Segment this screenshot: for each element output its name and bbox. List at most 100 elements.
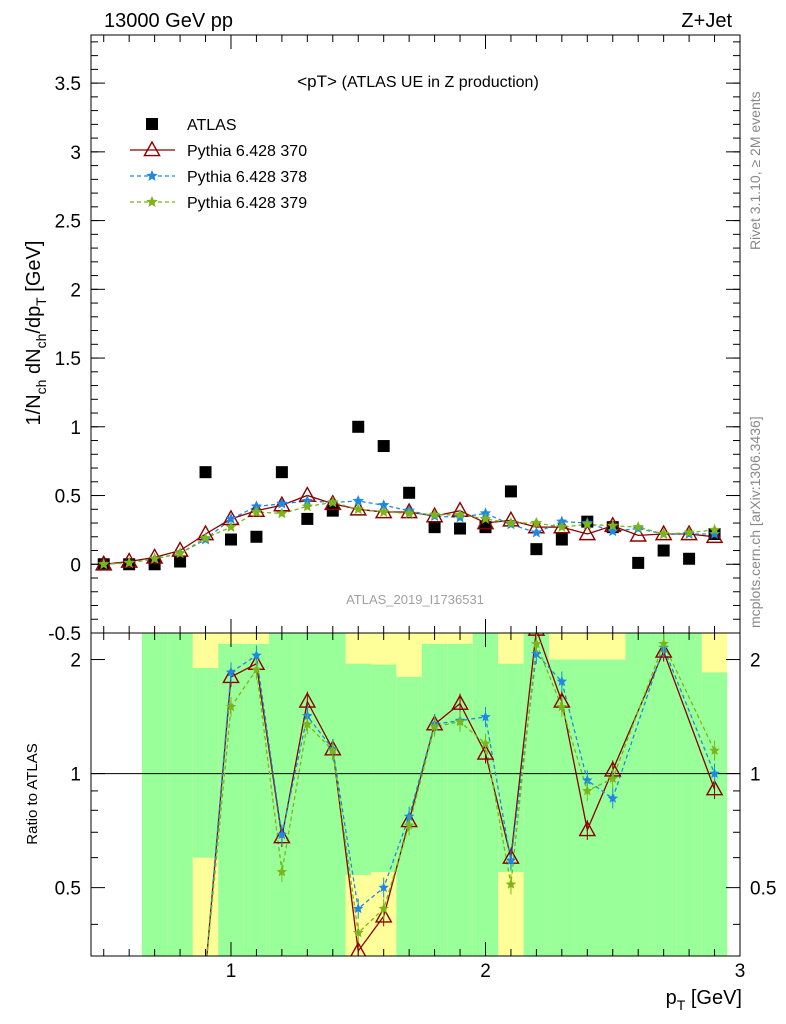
data-point-0 xyxy=(479,521,492,534)
main-ytick-label: -0.5 xyxy=(48,624,81,645)
main-panel: -0.5 0 0.5 1 1.5 2 2.5 3 3.5 <pT> (ATLAS UE in Z… xyxy=(23,34,741,645)
energy-label: 13000 GeV pp xyxy=(104,10,233,32)
ratio-point-1 xyxy=(225,666,237,677)
data-point-0 xyxy=(301,512,314,525)
uncertainty-band-inner xyxy=(294,633,321,956)
data-point-1 xyxy=(145,547,164,564)
uncertainty-band-inner xyxy=(320,633,346,956)
mcplots-label: mcplots.cern.ch [arXiv:1306.3436] xyxy=(747,416,763,628)
data-point-1 xyxy=(323,494,342,511)
data-point-3 xyxy=(148,552,161,564)
data-point-2 xyxy=(530,526,543,538)
main-axis-ticks: -0.5 0 0.5 1 1.5 2 2.5 3 3.5 xyxy=(48,35,741,645)
uncertainty-band-inner xyxy=(167,633,193,956)
ratio-point-1 xyxy=(480,711,491,722)
main-ytick-label: 2 xyxy=(70,280,81,301)
ratio-point-2 xyxy=(505,878,517,889)
main-ytick-label: 1.5 xyxy=(55,349,81,370)
data-point-0 xyxy=(504,485,517,498)
ratio-point-0 xyxy=(350,941,367,956)
legend-marker xyxy=(146,170,158,181)
data-point-3 xyxy=(428,508,441,520)
data-point-0 xyxy=(530,543,543,556)
ratio-point-1 xyxy=(200,966,211,976)
uncertainty-band-inner xyxy=(421,643,448,956)
data-point-3 xyxy=(225,521,237,532)
uncertainty-band-inner xyxy=(650,633,677,956)
data-point-2 xyxy=(276,497,288,509)
main-ytick-label: 3 xyxy=(70,143,81,164)
data-point-0 xyxy=(326,504,339,517)
data-point-3 xyxy=(581,518,593,530)
ratio-point-1 xyxy=(607,792,618,803)
uncertainty-band-inner xyxy=(218,643,244,956)
process-label: Z+Jet xyxy=(681,10,732,32)
ratio-point-2 xyxy=(582,785,593,796)
uncertainty-band-inner xyxy=(370,664,397,872)
ratio-point-2 xyxy=(276,866,288,877)
data-point-3 xyxy=(276,507,288,519)
data-point-0 xyxy=(250,530,263,543)
data-point-3 xyxy=(454,508,466,520)
uncertainty-band-inner xyxy=(600,659,626,956)
data-point-3 xyxy=(708,523,721,535)
ratio-ytick-label-right: 0.5 xyxy=(750,879,776,900)
legend: ATLAS Pythia 6.428 370 Pythia 6.428 378 Pyt… xyxy=(130,117,307,212)
data-point-2 xyxy=(352,495,364,506)
uncertainty-band-inner xyxy=(447,643,473,956)
data-point-0 xyxy=(657,544,670,557)
data-point-0 xyxy=(632,556,645,569)
uncertainty-band-inner xyxy=(243,643,270,956)
ratio-point-1 xyxy=(582,774,593,785)
ratio-point-0 xyxy=(476,744,495,760)
legend-marker xyxy=(143,140,161,157)
data-point-2 xyxy=(708,528,721,539)
ratio-point-2 xyxy=(454,716,466,727)
ratio-point-0 xyxy=(198,964,213,978)
ratio-ylabel: Ratio to ATLAS xyxy=(24,743,41,844)
data-point-0 xyxy=(199,466,212,479)
legend-label: Pythia 6.428 370 xyxy=(187,143,307,160)
data-point-2 xyxy=(378,499,390,510)
uncertainty-band-inner xyxy=(701,672,728,956)
uncertainty-band-inner xyxy=(192,667,219,858)
data-point-3 xyxy=(301,500,313,512)
ratio-point-2 xyxy=(327,745,338,755)
data-point-0 xyxy=(148,558,161,571)
legend-label: ATLAS xyxy=(187,117,237,134)
data-point-0 xyxy=(403,486,416,499)
uncertainty-band-inner xyxy=(574,659,601,956)
ratio-axis-ticks: 0.5 0.5 1 1 2 2 1 2 3 xyxy=(55,633,776,982)
ratio-point-1 xyxy=(378,882,389,893)
legend-label: Pythia 6.428 379 xyxy=(187,195,307,212)
ratio-point-1 xyxy=(709,768,720,778)
data-point-1 xyxy=(578,524,597,541)
uncertainty-band-inner xyxy=(472,633,499,956)
data-point-0 xyxy=(555,533,568,546)
main-series-layer xyxy=(94,420,724,571)
ratio-point-0 xyxy=(451,694,469,710)
data-point-3 xyxy=(199,532,212,543)
main-ylabel: 1/Nch dNch/dpT [GeV] xyxy=(23,241,49,426)
data-point-1 xyxy=(400,502,418,519)
uncertainty-band-inner xyxy=(523,633,550,956)
rivet-label: Rivet 3.1.10, ≥ 2M events xyxy=(747,91,763,250)
data-point-0 xyxy=(428,521,441,534)
data-point-1 xyxy=(629,525,647,542)
ratio-ytick-label-right: 1 xyxy=(750,765,761,786)
ratio-xtick-label: 2 xyxy=(480,961,491,982)
ratio-point-2 xyxy=(378,903,389,914)
ratio-panel: 0.5 0.5 1 1 2 2 1 2 3 Ratio to ATLAS pT [GeV] xyxy=(24,632,776,1013)
uncertainty-band-inner xyxy=(498,663,524,872)
data-point-0 xyxy=(454,522,467,535)
ratio-point-0 xyxy=(705,779,724,796)
data-point-3 xyxy=(378,506,390,517)
data-point-2 xyxy=(301,495,313,506)
ratio-ytick-label-right: 2 xyxy=(750,651,761,672)
main-ytick-label: 1 xyxy=(70,418,81,439)
data-point-3 xyxy=(352,503,364,515)
data-point-1 xyxy=(476,513,495,530)
ratio-point-2 xyxy=(200,966,211,976)
data-point-1 xyxy=(705,527,724,544)
